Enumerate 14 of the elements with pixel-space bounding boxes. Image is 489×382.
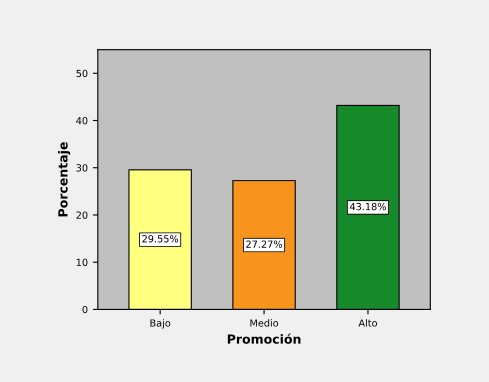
- x-axis-title: Promoción: [228, 334, 300, 344]
- data-label: 43.18%: [350, 202, 386, 210]
- y-tick-label: 50: [76, 70, 88, 78]
- y-tick-label: 10: [76, 258, 88, 266]
- y-tick-label: 0: [82, 306, 88, 314]
- x-tick-label: Medio: [250, 319, 278, 327]
- x-tick-label: Bajo: [150, 319, 170, 329]
- y-tick-label: 30: [76, 164, 88, 172]
- y-tick-label: 20: [76, 211, 88, 219]
- y-axis-title: Porcentaje: [58, 142, 70, 216]
- data-label: 27.27%: [246, 240, 282, 248]
- data-label: 29.55%: [142, 235, 178, 242]
- x-tick-label: Alto: [358, 319, 377, 327]
- y-tick-label: 40: [76, 116, 88, 124]
